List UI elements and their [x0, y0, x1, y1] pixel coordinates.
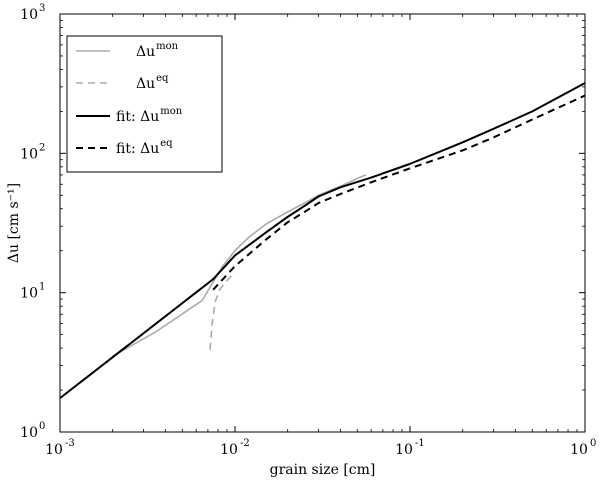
legend-entry-label: fit: Δu: [116, 109, 159, 125]
axes-frame: [59, 13, 586, 433]
legend-entry-label: fit: Δu: [116, 141, 159, 157]
y-tick-label: 10: [20, 425, 38, 441]
series-line-4: [212, 94, 586, 291]
legend-entry-superscript: mon: [160, 106, 183, 117]
x-tick-exponent: -3: [65, 438, 75, 449]
legend-entry-superscript: eq: [160, 138, 173, 149]
series-layer: [59, 82, 586, 399]
x-tick-label: 10: [395, 442, 413, 458]
x-axis-label: grain size [cm]: [270, 462, 376, 478]
y-tick-exponent: 2: [39, 142, 45, 153]
y-tick-label: 10: [20, 146, 38, 162]
series-line-3: [59, 82, 586, 399]
y-tick-exponent: 3: [39, 3, 45, 14]
legend-box: [66, 35, 223, 173]
x-tick-exponent: -1: [415, 438, 425, 449]
series-line-2: [209, 271, 236, 350]
legend-entry-label: Δu: [136, 76, 155, 92]
series-line-1: [112, 174, 367, 357]
x-tick-exponent: -2: [240, 438, 250, 449]
y-tick-label: 10: [20, 7, 38, 23]
y-tick-label: 10: [20, 286, 38, 302]
legend-entry-label: Δu: [136, 44, 155, 60]
x-tick-exponent: 0: [590, 438, 596, 449]
y-tick-exponent: 1: [39, 282, 45, 293]
x-tick-label: 10: [220, 442, 238, 458]
x-tick-label: 10: [570, 442, 588, 458]
y-axis-label: Δu [cm s⁻¹]: [6, 183, 22, 263]
axes: 10 -3 10 -2 10 -1 10 010 010 110 210 3: [20, 3, 596, 458]
legend-entry-superscript: eq: [156, 73, 169, 84]
legend-entry-superscript: mon: [156, 41, 179, 52]
x-tick-label: 10: [45, 442, 63, 458]
y-tick-exponent: 0: [39, 421, 45, 432]
